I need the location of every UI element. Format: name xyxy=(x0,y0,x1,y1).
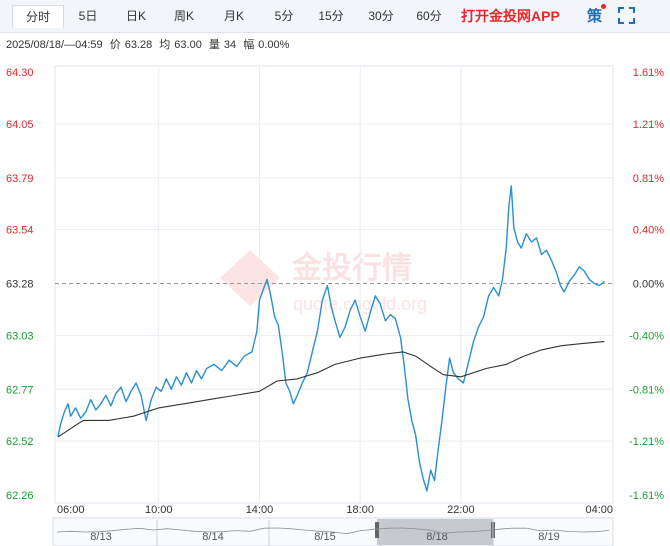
tab-5min[interactable]: 5分 xyxy=(274,9,294,23)
y-axis-tick-label: 64.05 xyxy=(6,119,34,131)
x-axis-tick-label: 14:00 xyxy=(246,504,274,516)
y-axis-tick-label: 63.28 xyxy=(6,279,34,291)
period-toolbar: 分时 5日 日K 周K 月K 5分 15分 30分 60分 打开金投网APP 策 xyxy=(0,0,670,33)
navigator-date-label: 8/19 xyxy=(538,531,559,543)
pct-axis-tick-label: -1.21% xyxy=(629,436,664,448)
strategy-button[interactable]: 策 xyxy=(587,8,603,25)
y-axis-tick-label: 63.03 xyxy=(6,330,34,342)
info-price: 63.28 xyxy=(124,39,153,51)
info-avg-label: 均 xyxy=(159,39,171,51)
tab-intraday[interactable]: 分时 xyxy=(12,5,64,28)
notification-dot xyxy=(601,4,606,9)
pct-axis-tick-label: 0.40% xyxy=(633,225,664,237)
pct-axis-tick-label: 0.81% xyxy=(633,173,664,185)
pct-axis-tick-label: 1.21% xyxy=(633,119,664,131)
navigator-trend-line xyxy=(56,527,610,535)
tab-60min[interactable]: 60分 xyxy=(416,9,442,23)
plot-frame xyxy=(54,65,614,504)
fullscreen-icon[interactable] xyxy=(618,7,635,24)
pct-axis-tick-label: 1.61% xyxy=(633,67,664,79)
navigator-selection[interactable] xyxy=(377,519,493,545)
info-change: 0.00% xyxy=(258,39,290,51)
y-axis-tick-label: 62.52 xyxy=(6,436,34,448)
x-axis-tick-label: 06:00 xyxy=(57,504,85,516)
info-datetime: 2025/08/18/—04:59 xyxy=(6,39,103,51)
tab-30min[interactable]: 30分 xyxy=(368,9,394,23)
pct-axis-tick-label: -1.61% xyxy=(629,490,664,502)
quote-info-bar: 2025/08/18/—04:59 价 63.28 均 63.00 量 34 幅 0.0… xyxy=(6,38,293,52)
price-series-line xyxy=(57,185,605,492)
tab-15min[interactable]: 15分 xyxy=(318,9,344,23)
pct-axis-tick-label: -0.81% xyxy=(629,384,664,396)
tab-5day[interactable]: 5日 xyxy=(78,9,98,23)
navigator-date-label: 8/14 xyxy=(202,531,223,543)
navigator-handle-left[interactable] xyxy=(375,522,379,538)
tab-daily-k[interactable]: 日K xyxy=(125,9,146,23)
tab-weekly-k[interactable]: 周K xyxy=(173,9,194,23)
y-axis-tick-label: 62.26 xyxy=(6,490,34,502)
pct-axis-tick-label: 0.00% xyxy=(633,279,664,291)
x-axis-tick-label: 22:00 xyxy=(447,504,475,516)
info-vol-label: 量 xyxy=(208,39,220,51)
y-axis-tick-label: 63.54 xyxy=(6,225,34,237)
y-axis-tick-label: 64.30 xyxy=(6,67,34,79)
x-axis-tick-label: 18:00 xyxy=(346,504,374,516)
watermark-logo xyxy=(220,250,280,306)
info-change-label: 幅 xyxy=(243,39,255,51)
open-app-link[interactable]: 打开金投网APP xyxy=(461,8,560,24)
info-vol: 34 xyxy=(223,39,237,51)
info-avg: 63.00 xyxy=(174,39,202,51)
y-axis-tick-label: 63.79 xyxy=(6,173,34,185)
x-axis-tick-label: 10:00 xyxy=(145,504,173,516)
navigator-date-label: 8/18 xyxy=(426,531,447,543)
x-axis-tick-label: 04:00 xyxy=(585,504,613,516)
info-price-label: 价 xyxy=(109,39,121,51)
average-series-line xyxy=(57,341,605,438)
y-axis-tick-label: 62.77 xyxy=(6,384,34,396)
tab-monthly-k[interactable]: 月K xyxy=(223,9,244,23)
navigator-date-label: 8/15 xyxy=(314,531,335,543)
navigator-date-label: 8/13 xyxy=(90,531,111,543)
pct-axis-tick-label: -0.40% xyxy=(629,330,664,342)
watermark-text: 金投行情 xyxy=(291,251,412,286)
